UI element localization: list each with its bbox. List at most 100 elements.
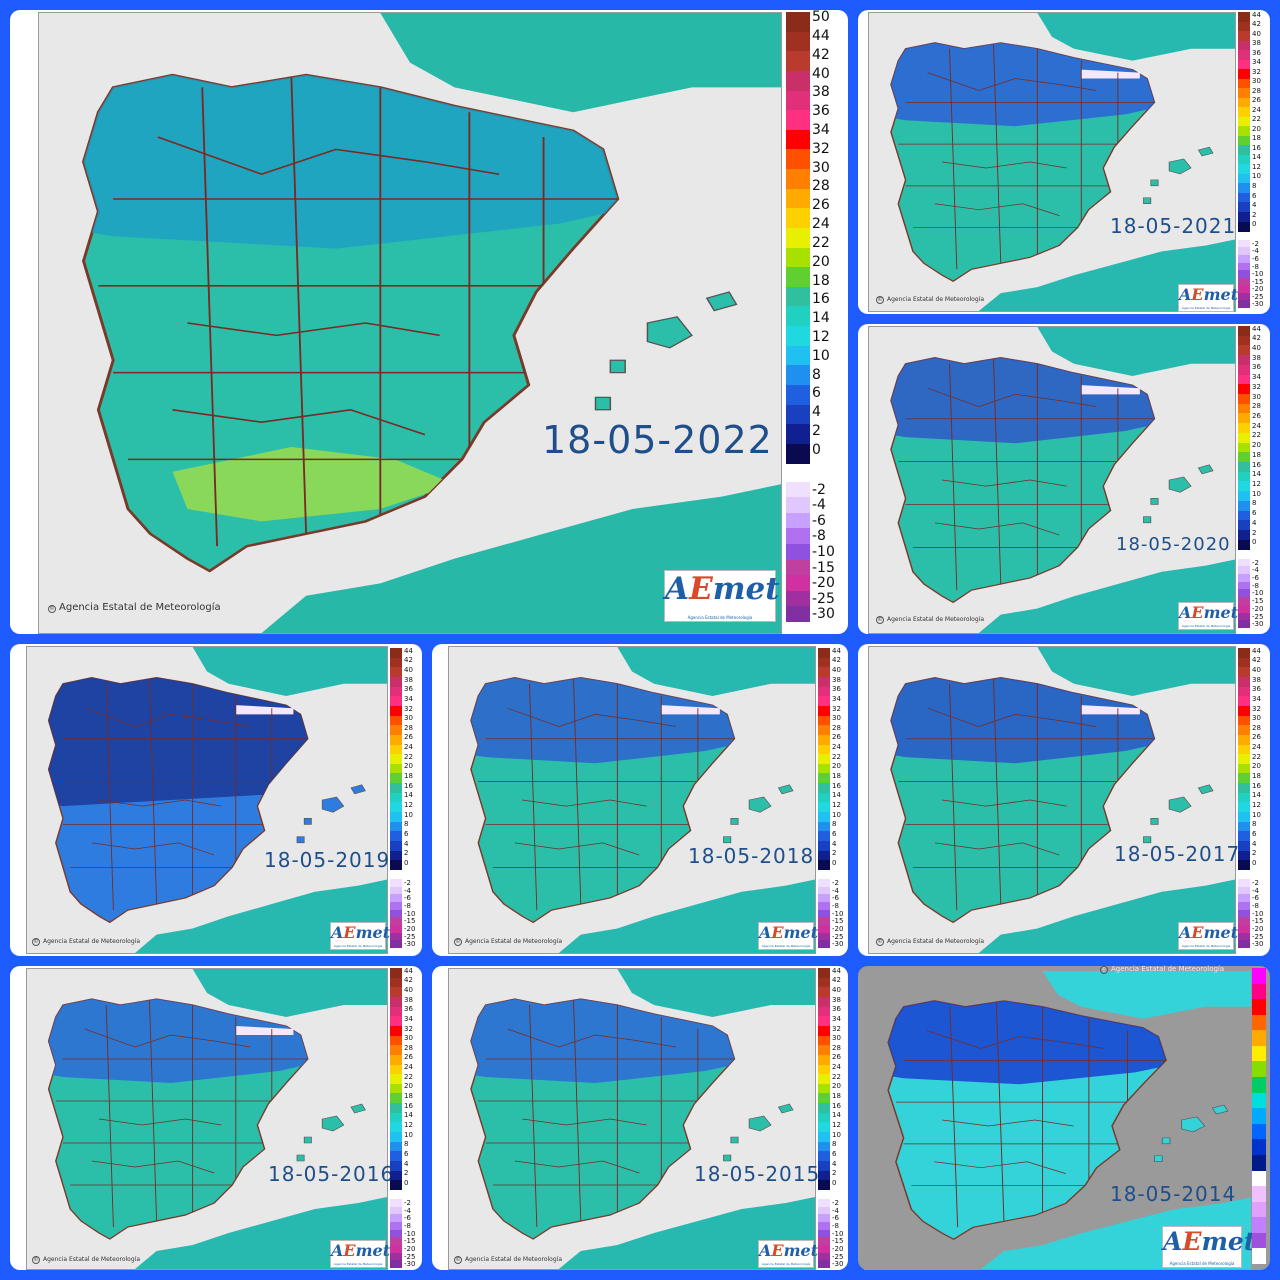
province-border [84, 707, 251, 727]
scale-swatch [390, 1222, 402, 1231]
pyrenees-snow [1081, 705, 1140, 715]
scale-swatch [786, 70, 810, 91]
aemet-logo: AEmet Agencia Estatal de Meteorología [664, 570, 780, 622]
scale-swatch [390, 821, 402, 832]
province-border [522, 1118, 647, 1126]
scale-swatch [390, 940, 402, 949]
scale-tick-label: 34 [1252, 58, 1261, 67]
scale-swatch [818, 821, 830, 832]
scale-swatch [818, 1054, 830, 1065]
scale-swatch [390, 715, 402, 726]
scale-swatch [1238, 126, 1250, 137]
scale-swatch [390, 1074, 402, 1085]
scale-swatch [1238, 135, 1250, 146]
scale-swatch [786, 443, 810, 464]
balearic-island [1150, 818, 1159, 825]
scale-tick-label: 44 [832, 966, 841, 975]
scale-tick-label: 2 [1252, 528, 1257, 537]
scale-swatch [390, 1214, 402, 1223]
scale-swatch [786, 286, 810, 307]
scale-swatch [390, 1245, 402, 1254]
scale-swatch [1238, 558, 1250, 567]
scale-swatch [1238, 792, 1250, 803]
scale-tick-label: -20 [832, 925, 844, 933]
scale-swatch [1238, 648, 1250, 659]
scale-tick-label: 44 [1252, 324, 1261, 333]
scale-swatch [1238, 821, 1250, 832]
scale-tick-label: 18 [832, 1092, 841, 1101]
temperature-map-2022 [81, 13, 781, 633]
province-border [927, 72, 1097, 91]
scale-swatch [1238, 763, 1250, 774]
scale-tick-label: -25 [404, 932, 416, 941]
scale-tick-label: 24 [812, 216, 830, 233]
province-border [995, 1000, 1005, 1222]
scale-swatch [1238, 894, 1250, 903]
copyright-icon: © [454, 938, 462, 946]
scale-tick-label: 10 [832, 1130, 841, 1139]
scale-tick-label: 22 [832, 1072, 841, 1081]
map-2017 [868, 646, 1236, 954]
credit-text: © Agencia Estatal de Meteorología [454, 938, 562, 946]
scale-swatch [1238, 902, 1250, 911]
france-landmass [380, 13, 781, 113]
credit-text: © Agencia Estatal de Meteorología [876, 938, 984, 946]
scale-tick-label: 30 [404, 714, 413, 723]
balearic-island [1168, 476, 1192, 493]
scale-swatch [390, 886, 402, 895]
scale-swatch [390, 676, 402, 688]
scale-swatch [1238, 657, 1250, 668]
scale-tick-label: 18 [1252, 450, 1261, 459]
scale-swatch [1252, 1232, 1266, 1249]
copyright-icon: © [48, 605, 56, 613]
africa-landmass [558, 879, 815, 953]
scale-tick-label: 40 [1252, 665, 1261, 674]
scale-swatch [1238, 423, 1250, 434]
scale-tick-label: 4 [832, 839, 837, 848]
scale-tick-label: 0 [812, 441, 821, 458]
scale-swatch [1252, 999, 1266, 1016]
scale-swatch [390, 909, 402, 918]
balearic-island [1197, 784, 1214, 795]
scale-swatch [1252, 1248, 1266, 1265]
scale-tick-label: 32 [832, 1024, 841, 1033]
scale-tick-label: 14 [1252, 153, 1261, 162]
scale-tick-label: -20 [404, 1245, 416, 1253]
scale-tick-label: 8 [1252, 820, 1257, 829]
balearic-island [1150, 179, 1159, 187]
scale-swatch [818, 1199, 830, 1208]
scale-swatch [818, 1141, 830, 1152]
scale-tick-label: 16 [1252, 143, 1261, 152]
scale-swatch [818, 1252, 830, 1261]
scale-swatch [1238, 520, 1250, 531]
scale-tick-label: 12 [404, 1121, 413, 1130]
scale-tick-label: -15 [1252, 597, 1264, 606]
scale-swatch [818, 1237, 830, 1246]
scale-swatch [390, 1229, 402, 1238]
scale-swatch [1252, 1217, 1266, 1234]
scale-tick-label: 40 [404, 665, 413, 674]
scale-swatch [786, 31, 810, 52]
scale-tick-label: -6 [1252, 894, 1259, 903]
balearic-island [303, 1136, 312, 1144]
province-border [942, 799, 1067, 807]
scale-tick-label: 18 [404, 772, 413, 781]
scale-tick-label: 44 [1252, 10, 1261, 19]
scale-swatch [786, 306, 810, 327]
scale-swatch [390, 696, 402, 707]
scale-swatch [390, 968, 402, 979]
map-2021 [868, 12, 1236, 312]
scale-tick-label: 28 [404, 723, 413, 732]
africa-landmass [135, 879, 387, 953]
scale-tick-label: -15 [404, 1237, 416, 1246]
cold-region [48, 999, 308, 1083]
scale-tick-label: 8 [404, 820, 409, 829]
scale-tick-label: 6 [1252, 829, 1257, 838]
scale-swatch [390, 1170, 402, 1181]
scale-tick-label: 22 [812, 234, 830, 251]
scale-tick-label: -10 [404, 1229, 416, 1238]
balearic-island [748, 1115, 772, 1132]
scale-tick-label: 30 [1252, 714, 1261, 723]
scale-swatch [1238, 432, 1250, 444]
scale-swatch [818, 925, 830, 934]
